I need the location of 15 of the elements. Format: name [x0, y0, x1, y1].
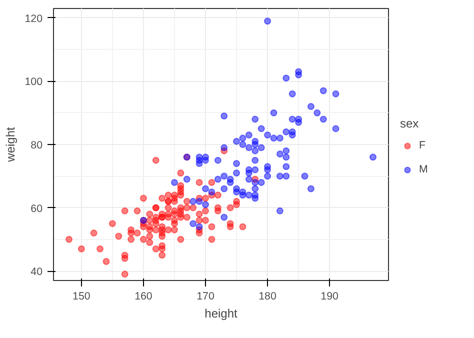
legend-label: F	[419, 139, 427, 151]
legend-title: sex	[400, 116, 420, 130]
y-axis-title: weight	[4, 126, 18, 163]
x-tick-label: 190	[320, 290, 339, 302]
y-tick-label: 80	[30, 140, 43, 152]
x-tick-label: 160	[134, 290, 152, 302]
x-tick-label: 170	[196, 290, 214, 302]
y-tick-label: 40	[30, 266, 43, 278]
y-tick-label: 100	[24, 76, 43, 88]
x-axis-title: height	[204, 306, 238, 320]
x-tick-label: 180	[258, 290, 276, 302]
legend-label: M	[419, 163, 429, 175]
y-tick-label: 120	[24, 12, 43, 25]
y-tick-label: 60	[30, 202, 43, 215]
x-tick-label: 150	[72, 290, 90, 302]
